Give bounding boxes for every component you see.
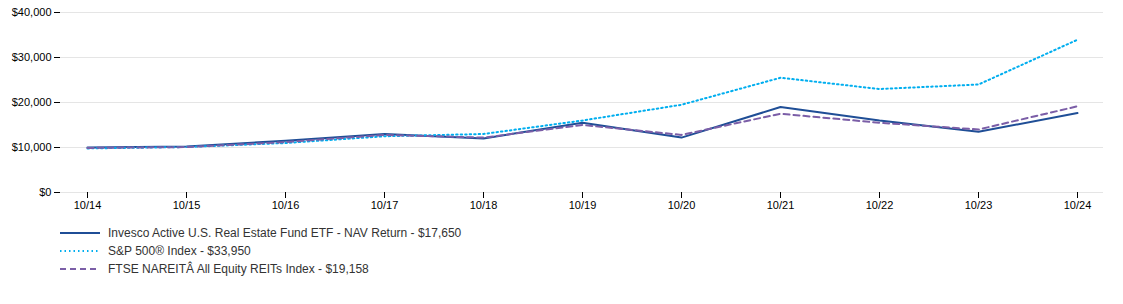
- svg-text:10/23: 10/23: [965, 199, 993, 211]
- svg-text:$30,000: $30,000: [12, 51, 52, 63]
- svg-text:10/17: 10/17: [371, 199, 399, 211]
- svg-text:10/24: 10/24: [1064, 199, 1092, 211]
- svg-text:$0: $0: [39, 186, 51, 198]
- svg-text:10/22: 10/22: [866, 199, 894, 211]
- html-text:S&P 500® Index - $33,950: S&P 500® Index - $33,950: [108, 244, 251, 258]
- svg-text:10/16: 10/16: [272, 199, 300, 211]
- svg-text:$40,000: $40,000: [12, 6, 52, 18]
- svg-text:10/15: 10/15: [173, 199, 201, 211]
- svg-text:10/20: 10/20: [668, 199, 696, 211]
- svg-text:$10,000: $10,000: [12, 141, 52, 153]
- svg-text:$20,000: $20,000: [12, 96, 52, 108]
- svg-text:10/14: 10/14: [74, 199, 102, 211]
- html-text:Invesco Active U.S. Real Estat: Invesco Active U.S. Real Estate Fund ETF…: [108, 226, 462, 240]
- svg-text:10/18: 10/18: [470, 199, 498, 211]
- html-text:FTSE NAREITÂ All Equity REITs: FTSE NAREITÂ All Equity REITs Index - $1…: [108, 262, 369, 276]
- svg-text:10/19: 10/19: [569, 199, 597, 211]
- svg-text:10/21: 10/21: [767, 199, 795, 211]
